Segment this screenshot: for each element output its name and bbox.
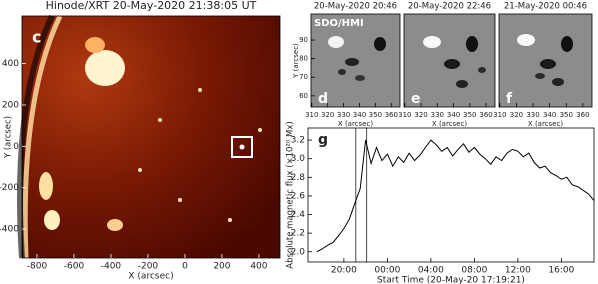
hmi-image-e bbox=[404, 14, 495, 107]
x-tick-label: 200 bbox=[213, 262, 230, 272]
y-axis-label: Y (arcsec) bbox=[4, 116, 14, 159]
panel-letter: f bbox=[506, 91, 513, 107]
y-tick-label: -200 bbox=[0, 183, 19, 193]
y-tick-label: 2.6 bbox=[291, 191, 306, 201]
frame bbox=[498, 13, 593, 108]
annotation: SDO/HMI bbox=[314, 18, 364, 29]
x-tick-label: 350 bbox=[560, 111, 573, 119]
x-axis-label: X (arcsec) bbox=[528, 120, 563, 128]
panel-title: Hinode/XRT 20-May-2020 21:38:05 UT bbox=[46, 0, 257, 12]
x-tick-label: 320 bbox=[321, 111, 334, 119]
x-tick-label: 350 bbox=[369, 111, 382, 119]
x-tick-label: 320 bbox=[414, 111, 427, 119]
x-tick-label: 360 bbox=[385, 111, 398, 119]
frame bbox=[310, 13, 401, 108]
panel-letter: c bbox=[32, 28, 41, 47]
panel-letter: d bbox=[318, 91, 328, 107]
panel-title: 20-May-2020 20:46 bbox=[314, 2, 397, 12]
x-tick-label: -400 bbox=[101, 262, 122, 272]
x-tick-label: 330 bbox=[526, 111, 539, 119]
x-tick-label: 340 bbox=[353, 111, 366, 119]
x-axis-label: Start Time (20-May-20 17:19:21) bbox=[377, 276, 525, 284]
x-tick-label: 320 bbox=[510, 111, 523, 119]
y-axis-label: Absolute magnetic flux (×10²⁰ Mx) bbox=[286, 121, 296, 268]
x-tick-label: 16:00 bbox=[548, 266, 574, 276]
y-tick-label: 60 bbox=[299, 92, 308, 100]
x-tick-label: -200 bbox=[138, 262, 159, 272]
x-tick-label: 400 bbox=[250, 262, 267, 272]
y-tick-label: 2.8 bbox=[291, 173, 306, 183]
x-tick-label: 340 bbox=[543, 111, 556, 119]
x-tick-label: -600 bbox=[64, 262, 85, 272]
hmi-image-d bbox=[311, 14, 400, 107]
x-tick-label: 360 bbox=[479, 111, 492, 119]
x-tick-label: 310 bbox=[398, 111, 411, 119]
y-axis-label: Y (arcsec) bbox=[292, 43, 300, 79]
y-tick-label: 2.2 bbox=[291, 229, 305, 239]
y-tick-label: 70 bbox=[299, 73, 308, 81]
y-tick-label: 400 bbox=[2, 59, 19, 69]
x-tick-label: 360 bbox=[576, 111, 589, 119]
panel-title: 20-May-2020 22:46 bbox=[408, 2, 491, 12]
x-tick-label: -800 bbox=[27, 262, 48, 272]
x-axis-label: X (arcsec) bbox=[338, 120, 373, 128]
y-tick-label: 80 bbox=[299, 55, 308, 63]
x-tick-label: 20:00 bbox=[331, 266, 357, 276]
x-tick-label: 00:00 bbox=[374, 266, 400, 276]
x-tick-label: 08:00 bbox=[461, 266, 487, 276]
x-tick-label: 310 bbox=[493, 111, 506, 119]
x-axis-label: X (arcsec) bbox=[432, 120, 467, 128]
x-tick-label: 330 bbox=[337, 111, 350, 119]
y-tick-label: 200 bbox=[2, 100, 19, 110]
xrt-image bbox=[17, 14, 280, 259]
y-tick-label: 3.2 bbox=[291, 136, 305, 146]
x-tick-label: 12:00 bbox=[505, 266, 531, 276]
x-tick-label: 350 bbox=[463, 111, 476, 119]
frame bbox=[403, 13, 496, 108]
y-tick-label: 0 bbox=[13, 142, 19, 152]
y-tick-label: 90 bbox=[299, 36, 308, 44]
y-tick-label: 3.0 bbox=[291, 154, 306, 164]
y-tick-label: -400 bbox=[0, 225, 19, 235]
panel-letter: e bbox=[411, 91, 421, 107]
panel-letter: g bbox=[318, 132, 328, 148]
x-axis-label: X (arcsec) bbox=[128, 272, 173, 282]
x-tick-label: 310 bbox=[305, 111, 318, 119]
frame bbox=[21, 15, 281, 259]
frame bbox=[307, 127, 595, 263]
y-tick-label: 2.4 bbox=[291, 210, 306, 220]
panel-title: 21-May-2020 00:46 bbox=[504, 2, 587, 12]
y-tick-label: 2.0 bbox=[291, 247, 306, 257]
flux-line bbox=[316, 139, 595, 253]
x-tick-label: 340 bbox=[447, 111, 460, 119]
x-tick-label: 04:00 bbox=[418, 266, 444, 276]
hmi-image-f bbox=[499, 14, 592, 107]
x-tick-label: 330 bbox=[431, 111, 444, 119]
x-tick-label: 0 bbox=[182, 262, 188, 272]
